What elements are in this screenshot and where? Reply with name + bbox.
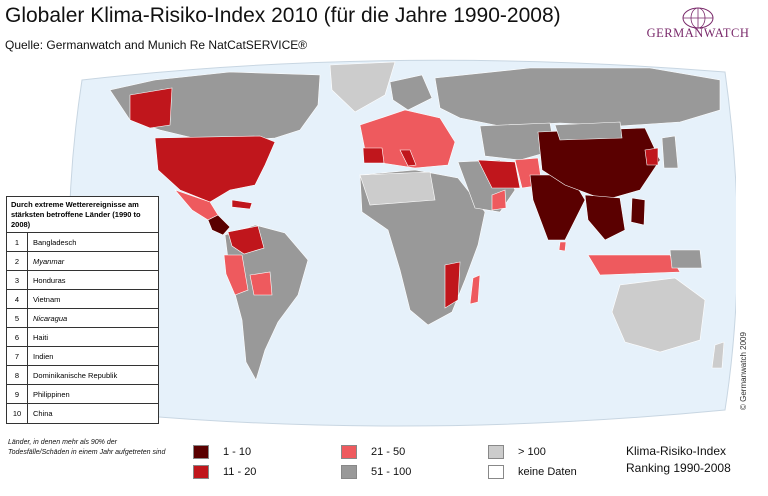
table-row: 2 Myanmar xyxy=(7,252,158,271)
table-row: 9 Philippinen xyxy=(7,385,158,404)
rank-number: 9 xyxy=(7,385,28,403)
country-name: Dominikanische Republik xyxy=(33,370,118,380)
region-korea xyxy=(644,147,659,166)
legend-item-11-20: 11 - 20 xyxy=(193,465,256,479)
source-caption: Quelle: Germanwatch and Munich Re NatCat… xyxy=(5,38,308,52)
rank-number: 8 xyxy=(7,366,28,384)
region-iran xyxy=(477,159,521,189)
copyright-text: © Germanwatch 2009 xyxy=(739,332,748,410)
rank-number: 10 xyxy=(7,404,28,423)
rank-number: 7 xyxy=(7,347,28,365)
region-japan xyxy=(661,135,679,169)
region-southeast-asia xyxy=(584,194,626,241)
region-indonesia xyxy=(587,254,681,276)
map-title: Globaler Klima-Risiko-Index 2010 (für di… xyxy=(5,4,561,27)
legend-swatch xyxy=(341,465,357,479)
region-oman xyxy=(491,189,507,211)
rank-number: 5 xyxy=(7,309,28,327)
table-row: 5 Nicaragua xyxy=(7,309,158,328)
legend-item-21-50: 21 - 50 xyxy=(341,445,405,459)
region-mozambique xyxy=(444,261,461,309)
legend-swatch xyxy=(193,465,209,479)
rank-number: 3 xyxy=(7,271,28,289)
region-greenland xyxy=(329,61,396,113)
country-name: Nicaragua xyxy=(33,313,68,323)
region-south-america xyxy=(224,224,309,381)
rank-number: 2 xyxy=(7,252,28,270)
legend-item-over-100: > 100 xyxy=(488,445,546,459)
globe-logo-icon xyxy=(682,7,714,29)
country-name: China xyxy=(33,409,53,418)
region-peru xyxy=(223,254,249,296)
country-name: Honduras xyxy=(33,275,66,285)
region-central-america xyxy=(207,214,231,236)
footnote: Länder, in denen mehr als 90% der Todesf… xyxy=(8,439,166,456)
country-name: Haiti xyxy=(33,332,49,342)
region-iberia xyxy=(362,147,385,164)
ranking-table: Durch extreme Wetterereignisse am stärks… xyxy=(6,196,159,424)
legend-item-51-100: 51 - 100 xyxy=(341,465,411,479)
table-row: 10 China xyxy=(7,404,158,423)
region-scandinavia xyxy=(389,74,433,111)
legend-label: 21 - 50 xyxy=(371,446,406,458)
region-australia xyxy=(611,277,706,353)
region-russia xyxy=(434,67,721,127)
country-name: Philippinen xyxy=(33,389,70,399)
rank-number: 4 xyxy=(7,290,28,308)
legend-title: Klima-Risiko-Index Ranking 1990-2008 xyxy=(626,443,731,477)
country-name: Indien xyxy=(33,351,54,361)
legend-label: 51 - 100 xyxy=(371,466,412,478)
legend-item-no-data: keine Daten xyxy=(488,465,577,479)
legend-swatch xyxy=(488,465,504,479)
legend-swatch xyxy=(488,445,504,459)
region-usa xyxy=(154,135,276,203)
table-row: 8 Dominikanische Republik xyxy=(7,366,158,385)
legend-title-line1: Klima-Risiko-Index xyxy=(626,444,727,458)
world-map xyxy=(68,59,736,427)
country-name: Vietnam xyxy=(33,294,61,304)
table-row: 7 Indien xyxy=(7,347,158,366)
region-philippines xyxy=(630,197,646,226)
region-sri-lanka xyxy=(558,241,567,252)
ranking-table-heading: Durch extreme Wetterereignisse am stärks… xyxy=(7,197,158,233)
legend-label: > 100 xyxy=(518,446,546,458)
region-central-asia xyxy=(479,122,556,161)
region-mongolia xyxy=(554,121,623,141)
region-north-africa xyxy=(359,171,436,206)
legend-item-1-10: 1 - 10 xyxy=(193,445,251,459)
table-row: 4 Vietnam xyxy=(7,290,158,309)
region-caribbean xyxy=(231,199,253,210)
legend-swatch xyxy=(193,445,209,459)
legend-label: keine Daten xyxy=(518,466,577,478)
region-new-zealand xyxy=(711,341,725,369)
rank-number: 1 xyxy=(7,233,28,251)
legend-title-line2: Ranking 1990-2008 xyxy=(626,461,731,475)
legend-label: 1 - 10 xyxy=(223,446,252,458)
country-name: Bangladesch xyxy=(33,237,77,247)
region-italy xyxy=(399,149,417,167)
table-row: 6 Haiti xyxy=(7,328,158,347)
country-name: Myanmar xyxy=(33,256,65,266)
region-venezuela xyxy=(227,225,265,255)
region-madagascar xyxy=(469,274,481,305)
table-row: 3 Honduras xyxy=(7,271,158,290)
germanwatch-logo: GERMANWATCH xyxy=(633,4,763,48)
region-alaska xyxy=(129,87,173,129)
region-china xyxy=(537,127,661,201)
logo-text: GERMANWATCH xyxy=(646,26,750,40)
table-row: 1 Bangladesch xyxy=(7,233,158,252)
legend-swatch xyxy=(341,445,357,459)
rank-number: 6 xyxy=(7,328,28,346)
region-bolivia xyxy=(249,271,273,296)
region-papua xyxy=(669,249,703,269)
legend-label: 11 - 20 xyxy=(223,466,257,478)
